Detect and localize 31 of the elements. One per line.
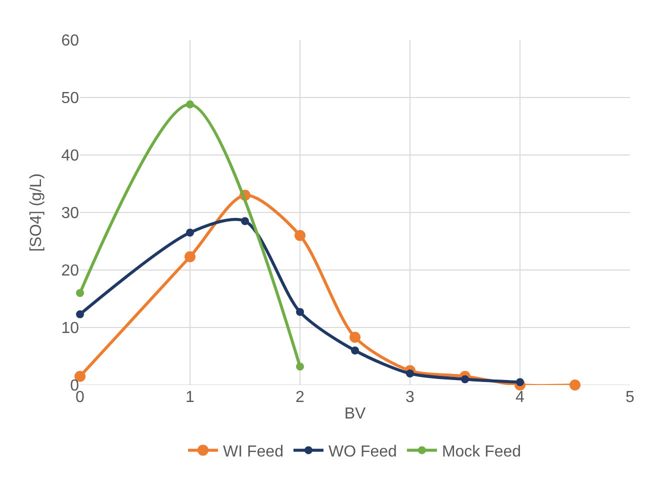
point [76,310,84,318]
point [296,308,304,316]
point [461,375,469,384]
point [350,332,360,343]
y-tick-label: 10 [61,320,80,338]
x-tick-label: 4 [516,389,525,406]
point [294,230,306,241]
legend-label: Mock Feed [442,443,522,460]
x-tick-label: 1 [186,389,195,406]
point [406,370,414,378]
y-tick-label: 20 [61,262,80,280]
point [76,289,84,297]
point [296,362,304,371]
x-tick-label: 5 [626,389,635,406]
y-tick-label: 40 [61,148,80,165]
legend-label: WI Feed [223,443,284,460]
point [186,100,194,108]
point [570,380,580,390]
point [186,228,194,237]
y-tick-label: 50 [61,90,80,108]
point [516,378,524,386]
point [351,346,359,354]
x-tick-label: 3 [406,389,415,406]
x-tick-label: 2 [296,389,305,406]
y-axis-title: [SO4] (g/L) [28,173,46,252]
point [241,217,249,226]
legend-label: WO Feed [328,443,397,460]
point [184,251,196,262]
x-axis-title: BV [344,406,366,423]
y-tick-label: 30 [61,205,80,222]
y-tick-label: 60 [61,32,80,50]
